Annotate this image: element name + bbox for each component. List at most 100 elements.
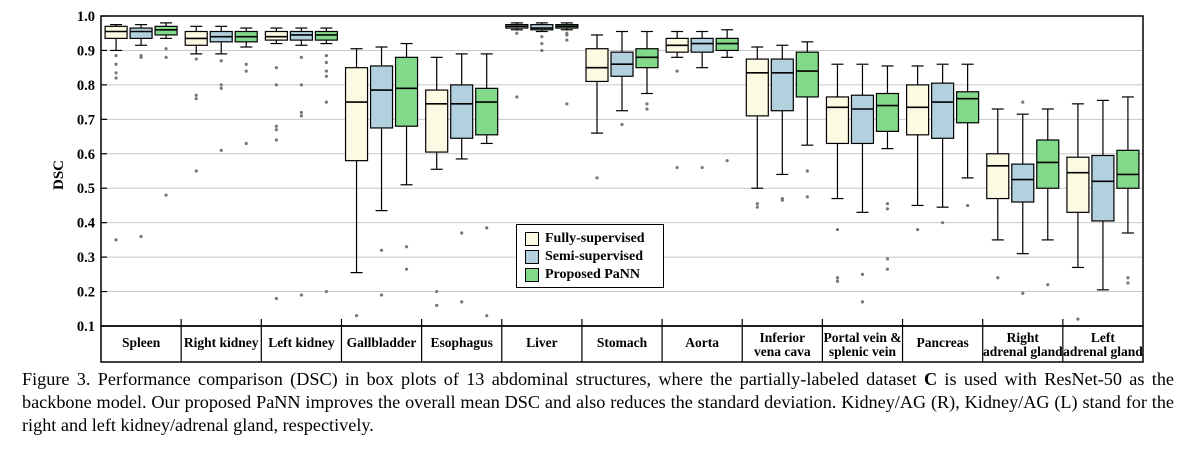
legend-item-fully-supervised: Fully-supervised bbox=[525, 230, 645, 248]
box-fully-supervised-2 bbox=[264, 27, 288, 301]
box-semi-supervised-12 bbox=[1091, 99, 1115, 291]
y-tick-label: 0.7 bbox=[77, 112, 95, 128]
box-iqr bbox=[715, 37, 739, 52]
outlier-point bbox=[1021, 291, 1025, 295]
outlier-point bbox=[1126, 281, 1130, 285]
outlier-point bbox=[540, 35, 544, 39]
box-fully-supervised-4 bbox=[425, 56, 449, 307]
box-semi-supervised-11 bbox=[1011, 100, 1035, 295]
figure-caption: Figure 3. Performance comparison (DSC) i… bbox=[22, 368, 1174, 437]
outlier-point bbox=[194, 97, 198, 101]
outlier-point bbox=[1076, 317, 1080, 321]
box-iqr bbox=[104, 25, 128, 39]
box-iqr bbox=[770, 58, 794, 112]
box-iqr bbox=[1116, 149, 1140, 189]
outlier-point bbox=[885, 257, 890, 261]
outlier-point bbox=[835, 279, 840, 283]
y-tick-label: 1.0 bbox=[77, 9, 95, 25]
outlier-point bbox=[164, 55, 168, 59]
outlier-point bbox=[675, 69, 679, 73]
outlier-point bbox=[354, 314, 359, 318]
caption-text-continued: is used with ResNet-50 as the backbone m… bbox=[22, 369, 1174, 435]
outlier-point bbox=[725, 159, 729, 163]
box-proposed-pann-6 bbox=[635, 30, 659, 111]
outlier-point bbox=[274, 296, 278, 301]
box-semi-supervised-6 bbox=[610, 30, 634, 127]
outlier-point bbox=[1046, 283, 1050, 287]
box-fully-supervised-8 bbox=[745, 46, 769, 209]
box-iqr bbox=[690, 37, 714, 53]
box-iqr bbox=[875, 92, 900, 132]
outlier-point bbox=[194, 169, 198, 173]
outlier-point bbox=[274, 66, 278, 70]
box-iqr bbox=[850, 94, 875, 145]
box-fully-supervised-5 bbox=[505, 22, 529, 99]
outlier-point bbox=[274, 124, 278, 128]
outlier-point bbox=[274, 138, 278, 142]
outlier-point bbox=[324, 100, 328, 104]
legend-swatch-fully-supervised bbox=[525, 232, 539, 246]
outlier-point bbox=[645, 102, 649, 106]
box-fully-supervised-3 bbox=[344, 48, 369, 318]
category-label: vena cava bbox=[754, 344, 811, 359]
caption-text: Figure 3. Performance comparison (DSC) i… bbox=[22, 369, 924, 389]
outlier-point bbox=[1126, 276, 1130, 280]
outlier-point bbox=[485, 226, 489, 230]
category-label: Left kidney bbox=[268, 335, 335, 350]
outlier-point bbox=[404, 267, 409, 271]
outlier-point bbox=[755, 205, 759, 209]
outlier-point bbox=[324, 69, 328, 73]
box-proposed-pann-9 bbox=[875, 65, 900, 271]
outlier-point bbox=[404, 245, 409, 249]
gridlines bbox=[101, 49, 1143, 293]
box-plot-chart: 0.1 0.2 0.3 0.4 0.5 0.6 0.7 0.8 0.9 1.0 Spleen Rig… bbox=[51, 9, 1144, 363]
box-iqr bbox=[635, 48, 659, 69]
outlier-point bbox=[966, 203, 970, 208]
box-iqr bbox=[956, 91, 980, 124]
category-label: adrenal gland bbox=[1063, 344, 1143, 359]
box-fully-supervised-0 bbox=[104, 24, 128, 242]
box-iqr bbox=[825, 96, 850, 145]
outlier-point bbox=[324, 60, 328, 65]
outlier-point bbox=[941, 221, 945, 225]
outlier-point bbox=[565, 33, 569, 37]
y-tick-label: 0.8 bbox=[77, 78, 95, 94]
outlier-point bbox=[194, 93, 198, 97]
y-axis: 0.1 0.2 0.3 0.4 0.5 0.6 0.7 0.8 0.9 1.0 bbox=[77, 9, 107, 335]
outlier-point bbox=[299, 293, 303, 297]
y-tick-label: 0.2 bbox=[77, 285, 95, 301]
outlier-point bbox=[244, 69, 248, 73]
outlier-point bbox=[835, 276, 840, 280]
outlier-point bbox=[515, 31, 519, 35]
category-label: Inferior bbox=[759, 330, 805, 345]
box-proposed-pann-4 bbox=[475, 53, 499, 318]
category-label: splenic vein bbox=[829, 344, 897, 359]
box-iqr bbox=[745, 58, 769, 117]
outlier-point bbox=[885, 202, 890, 206]
box-semi-supervised-4 bbox=[450, 53, 474, 304]
box-iqr bbox=[129, 27, 153, 39]
category-label: Liver bbox=[526, 335, 558, 350]
y-tick-label: 0.4 bbox=[77, 216, 95, 232]
box-iqr bbox=[314, 30, 338, 41]
outlier-point bbox=[485, 314, 489, 318]
box-iqr bbox=[475, 87, 499, 136]
box-fully-supervised-9 bbox=[825, 63, 850, 283]
outlier-point bbox=[835, 227, 840, 232]
outlier-point bbox=[700, 165, 704, 170]
outlier-point bbox=[219, 83, 223, 87]
caption-dataset-name: C bbox=[923, 369, 938, 389]
box-plot-series bbox=[104, 22, 1140, 321]
outlier-point bbox=[885, 267, 890, 271]
outlier-point bbox=[299, 114, 303, 118]
category-label: Gallbladder bbox=[347, 335, 417, 350]
y-tick-label: 0.1 bbox=[77, 319, 95, 335]
outlier-point bbox=[379, 248, 384, 252]
box-proposed-pann-10 bbox=[956, 63, 980, 208]
outlier-point bbox=[565, 38, 569, 42]
category-label: Spleen bbox=[122, 335, 161, 350]
box-iqr bbox=[1036, 139, 1060, 189]
box-fully-supervised-6 bbox=[585, 34, 609, 180]
legend-item-proposed-pann: Proposed PaNN bbox=[525, 266, 640, 284]
y-tick-label: 0.9 bbox=[77, 43, 95, 59]
